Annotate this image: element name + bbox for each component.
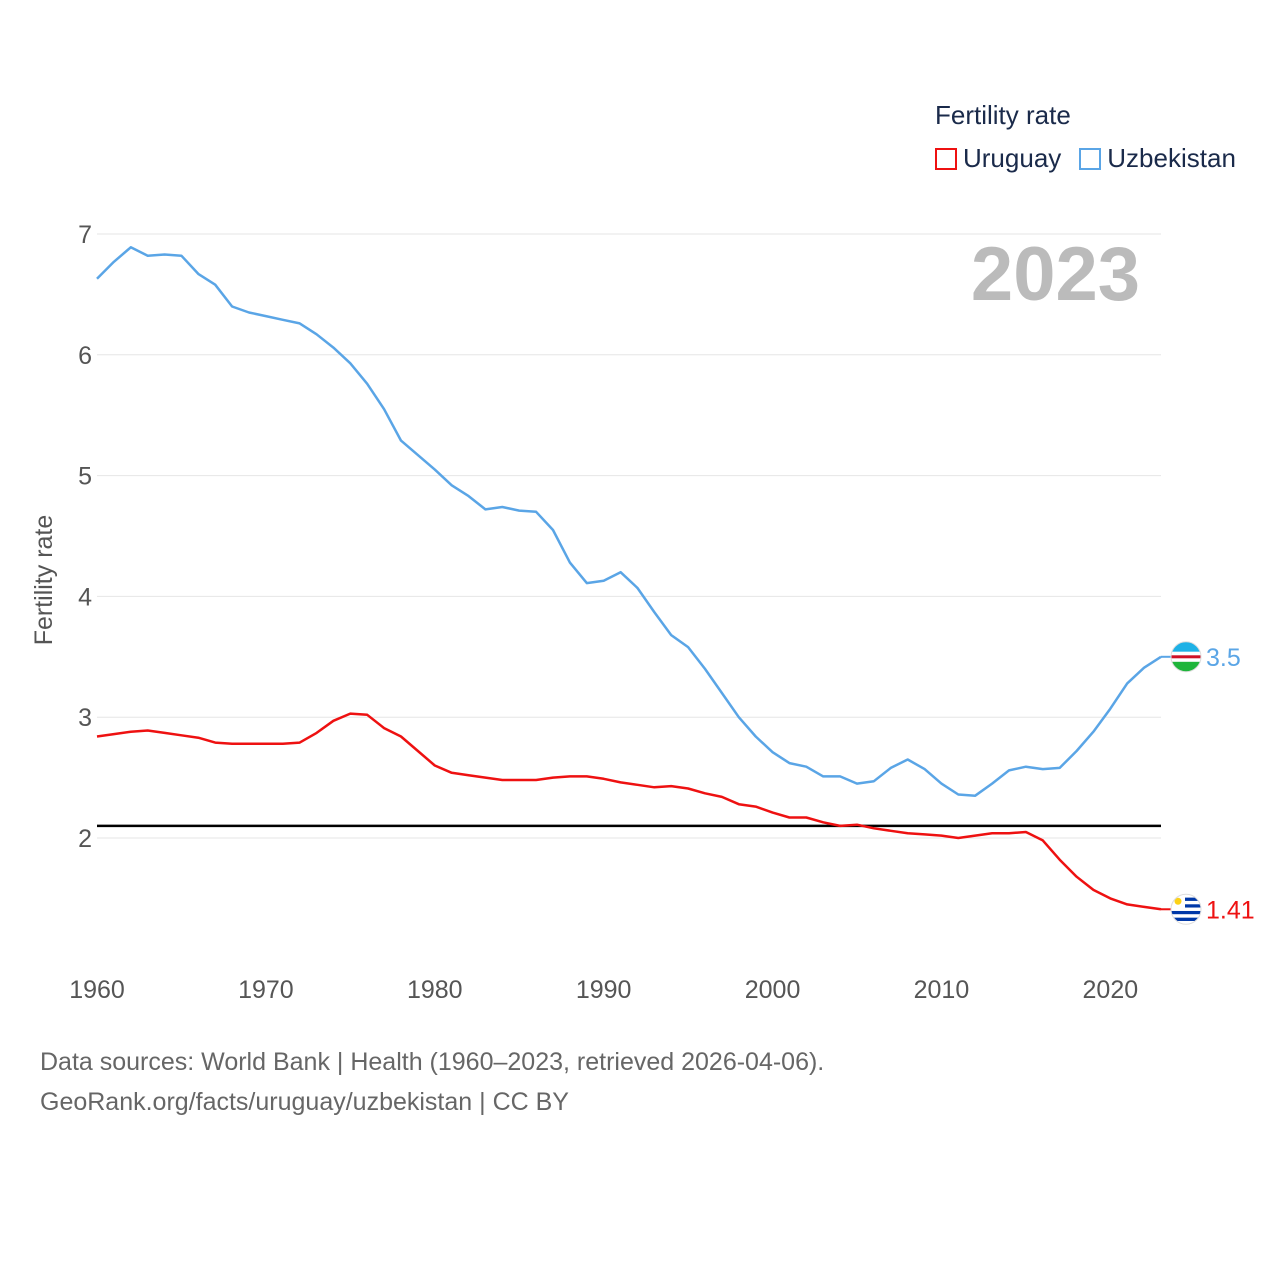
y-tick-label-4: 4 [78, 583, 92, 611]
end-value-label-uruguay: 1.41 [1206, 896, 1255, 924]
series-line-uruguay [96, 712, 1162, 911]
legend-label-uzbekistan: Uzbekistan [1107, 143, 1236, 173]
series-lines [96, 246, 1162, 911]
legend-item-uruguay[interactable]: Uruguay [935, 143, 1061, 174]
x-tick-label-1960: 1960 [69, 976, 125, 1004]
flag-icon-uzbekistan [1170, 641, 1202, 673]
y-axis-label: Fertility rate [30, 515, 58, 646]
y-tick-label-3: 3 [78, 704, 92, 732]
x-tick-label-1980: 1980 [407, 976, 463, 1004]
data-sources-text: Data sources: World Bank | Health (1960–… [40, 1048, 825, 1076]
legend-swatch-uruguay [935, 147, 957, 170]
legend-label-uruguay: Uruguay [963, 143, 1062, 173]
series-line-uzbekistan [96, 246, 1162, 797]
attribution-link[interactable]: GeoRank.org/facts/uruguay/uzbekistan | C… [40, 1088, 569, 1116]
y-tick-label-6: 6 [78, 342, 92, 370]
footer: Data sources: World Bank | Health (1960–… [40, 1042, 824, 1122]
x-tick-label-1970: 1970 [238, 976, 294, 1004]
end-value-label-uzbekistan: 3.5 [1206, 644, 1241, 672]
legend-swatch-uzbekistan [1079, 147, 1102, 170]
x-tick-label-2020: 2020 [1083, 976, 1139, 1004]
x-tick-label-2010: 2010 [914, 976, 970, 1004]
y-axis-ticks: 2 3 4 5 6 7 [78, 221, 92, 853]
x-tick-label-2000: 2000 [745, 976, 801, 1004]
gridlines [97, 233, 1161, 839]
legend-title: Fertility rate [935, 100, 1071, 130]
legend: Fertility rate Uruguay Uzbekistan [935, 100, 1236, 174]
legend-item-uzbekistan[interactable]: Uzbekistan [1079, 143, 1236, 174]
current-year-label: 2023 [971, 232, 1140, 317]
flag-icon-uruguay [1170, 893, 1202, 925]
x-tick-label-1990: 1990 [576, 976, 632, 1004]
y-tick-label-7: 7 [78, 221, 92, 249]
end-markers: 1.41 3.5 [1161, 641, 1255, 925]
x-axis-ticks: 1960 1970 1980 1990 2000 2010 2020 [69, 976, 1138, 1004]
y-tick-label-2: 2 [78, 825, 92, 853]
y-tick-label-5: 5 [78, 463, 92, 491]
